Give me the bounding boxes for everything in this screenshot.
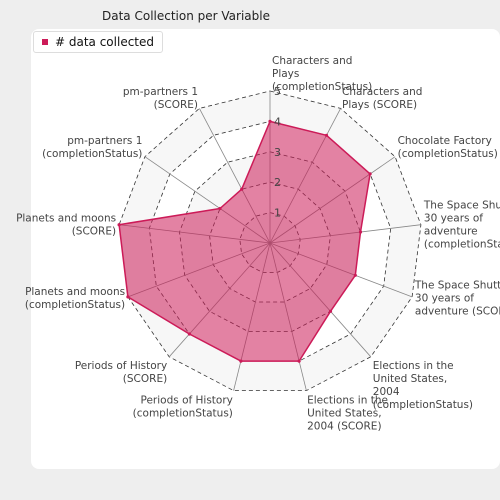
tick-label: 5 bbox=[274, 85, 281, 98]
series-area bbox=[118, 120, 371, 362]
axis-label-line: adventure bbox=[424, 225, 478, 237]
axis-label-line: Elections in the bbox=[373, 360, 454, 372]
axis-label-line: Chocolate Factory bbox=[398, 135, 492, 147]
axis-label-line: 2004 (SCORE) bbox=[307, 421, 381, 433]
axis-label-line: Characters and bbox=[342, 86, 422, 98]
chart-title: Data Collection per Variable bbox=[102, 9, 270, 23]
axis-label-line: Elections in the bbox=[307, 395, 388, 407]
axis-label-line: (SCORE) bbox=[154, 99, 198, 111]
series-point bbox=[353, 273, 357, 277]
axis-label-line: pm-partners 1 bbox=[123, 86, 198, 98]
legend[interactable]: # data collected bbox=[33, 31, 164, 53]
series-point bbox=[218, 206, 222, 211]
axis-label-line: adventure (SCORE) bbox=[415, 306, 500, 318]
axis-label: Planets and moons (completionStatus) bbox=[25, 286, 125, 311]
axis-label-line: The Space Shuttle: bbox=[414, 280, 500, 292]
axis-label-line: 30 years of bbox=[424, 212, 483, 224]
axis-label-line: Plays bbox=[272, 68, 299, 80]
series-point bbox=[239, 359, 243, 363]
axis-label: Elections in the United States, 2004 (compl… bbox=[373, 360, 473, 411]
axis-label-line: 2004 bbox=[373, 386, 400, 398]
series-point bbox=[368, 172, 372, 176]
series-point bbox=[297, 359, 301, 363]
axis-label-line: (SCORE) bbox=[123, 373, 167, 385]
axis-label-line: pm-partners 1 bbox=[67, 135, 142, 147]
tick-label: 2 bbox=[274, 176, 281, 189]
legend-swatch bbox=[42, 39, 48, 45]
series-point bbox=[358, 230, 363, 234]
series-point bbox=[187, 332, 191, 336]
axis-label-line: Periods of History bbox=[141, 395, 233, 407]
axis-label-line: (completionStatus) bbox=[272, 81, 372, 93]
axis-label: Planets and moons (SCORE) bbox=[16, 212, 116, 237]
series-point bbox=[268, 119, 272, 123]
axis-label: Elections in the United States, 2004 (SCOR… bbox=[307, 395, 388, 433]
axis-label: Chocolate Factory (completionStatus) bbox=[398, 135, 498, 160]
series-point bbox=[117, 223, 121, 227]
axis-label-line: (completionStatus) bbox=[133, 408, 233, 420]
axis-label: The Space Shuttle:30 years ofadventure(c… bbox=[423, 199, 500, 250]
axis-label-line: (completionStatus) bbox=[25, 299, 125, 311]
axis-label-line: The Space Shuttle: bbox=[423, 199, 500, 211]
tick-label: 1 bbox=[274, 207, 281, 220]
axis-label-line: United States, bbox=[307, 408, 381, 420]
axis-label-line: Planets and moons bbox=[25, 286, 125, 298]
axis-label: pm-partners 1 (SCORE) bbox=[123, 86, 198, 111]
axis-label-line: United States, bbox=[373, 373, 447, 385]
legend-label: # data collected bbox=[55, 35, 155, 49]
axis-label-line: 30 years of bbox=[415, 293, 474, 305]
series-point bbox=[126, 295, 130, 299]
axis-label-line: (completionStatus) bbox=[42, 148, 142, 160]
axis-label-line: (completionStatus) bbox=[424, 238, 500, 250]
series-point bbox=[240, 187, 244, 191]
axis-label: Characters and Plays (SCORE) bbox=[342, 86, 422, 111]
axis-label-line: Plays (SCORE) bbox=[342, 99, 417, 111]
axis-label-line: (completionStatus) bbox=[373, 399, 473, 411]
series-point bbox=[324, 133, 329, 137]
axis-label-line: (completionStatus) bbox=[398, 148, 498, 160]
axis-label: Periods of History (completionStatus) bbox=[133, 395, 233, 420]
series-point bbox=[328, 309, 333, 313]
tick-label: 3 bbox=[274, 146, 281, 159]
axis-label-line: (SCORE) bbox=[72, 225, 116, 237]
axis-label: Periods of History (SCORE) bbox=[75, 360, 167, 385]
axis-label: Characters and Plays (completionStatus) bbox=[272, 55, 372, 93]
axis-label: pm-partners 1 (completionStatus) bbox=[42, 135, 142, 160]
axis-label-line: Planets and moons bbox=[16, 212, 116, 224]
axis-label-line: Characters and bbox=[272, 55, 352, 67]
axis-label-line: Periods of History bbox=[75, 360, 167, 372]
tick-label: 4 bbox=[274, 115, 281, 128]
grid-ring bbox=[118, 90, 422, 392]
